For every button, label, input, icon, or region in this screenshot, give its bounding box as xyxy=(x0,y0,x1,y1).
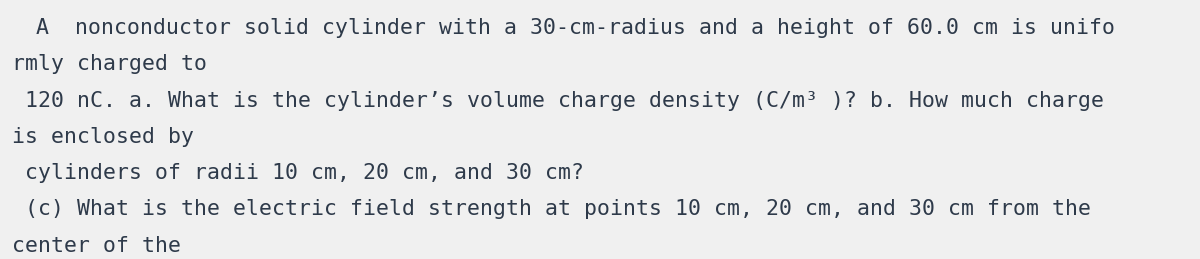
Text: cylinders of radii 10 cm, 20 cm, and 30 cm?: cylinders of radii 10 cm, 20 cm, and 30 … xyxy=(12,163,584,183)
Text: is enclosed by: is enclosed by xyxy=(12,127,194,147)
Text: rmly charged to: rmly charged to xyxy=(12,54,208,74)
Text: (c) What is the electric field strength at points 10 cm, 20 cm, and 30 cm from t: (c) What is the electric field strength … xyxy=(12,199,1091,219)
Text: center of the: center of the xyxy=(12,236,181,256)
Text: A  nonconductor solid cylinder with a 30-cm-radius and a height of 60.0 cm is un: A nonconductor solid cylinder with a 30-… xyxy=(36,18,1115,38)
Text: 120 nC. a. What is the cylinder’s volume charge density (C/m³ )? b. How much cha: 120 nC. a. What is the cylinder’s volume… xyxy=(12,91,1104,111)
